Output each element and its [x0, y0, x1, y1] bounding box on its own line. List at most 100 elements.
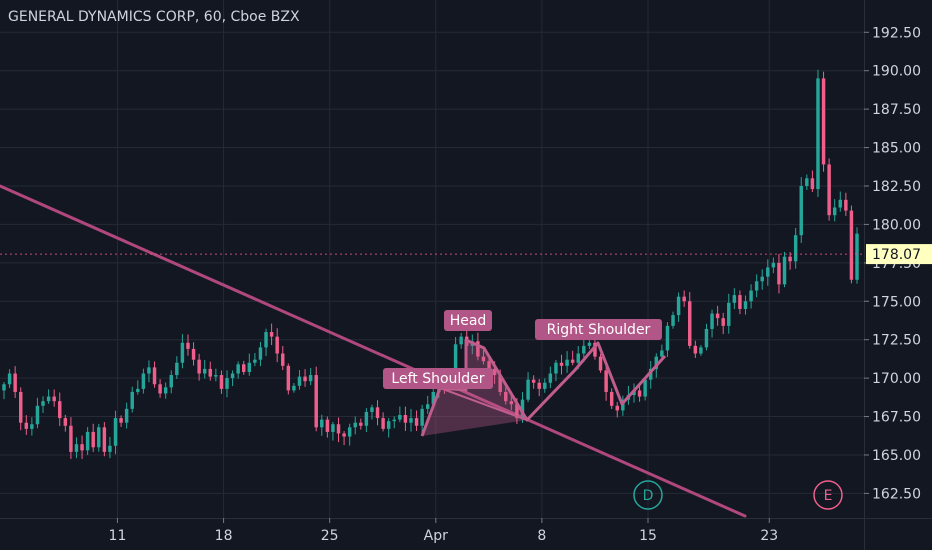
candle-body	[264, 332, 268, 348]
candle-body	[7, 373, 12, 385]
candle-body	[805, 178, 809, 186]
price-tick-label: 180.00	[872, 217, 921, 233]
candle-body	[58, 401, 62, 419]
candle-body	[844, 199, 848, 211]
candle-body	[609, 391, 614, 406]
candle-body	[102, 427, 107, 452]
time-tick-label: 23	[760, 528, 778, 544]
chart-grid	[0, 0, 864, 518]
candle-body	[643, 379, 647, 397]
dividend-badge-label[interactable]: D	[643, 488, 654, 504]
left-shoulder-label[interactable]: Left Shoulder	[391, 371, 484, 387]
candle-body	[308, 375, 313, 382]
time-axis[interactable]: 11 18 25 Apr 8 15 23	[0, 518, 932, 550]
right-shoulder-label[interactable]: Right Shoulder	[547, 322, 651, 338]
dividend-badge[interactable]	[633, 480, 663, 510]
candle-body	[766, 267, 770, 277]
candle-body	[688, 301, 692, 346]
candle-body	[208, 368, 213, 377]
candle-body	[727, 302, 731, 326]
candle-body	[119, 418, 123, 423]
candle-body	[554, 362, 558, 374]
head-and-shoulders-pattern[interactable]: Left Shoulder Head Right Shoulder	[383, 310, 667, 437]
candle-body	[175, 362, 179, 376]
candle-body	[648, 368, 653, 380]
candle-body	[459, 336, 463, 345]
candle-body	[777, 262, 781, 285]
candle-body	[453, 344, 458, 385]
candle-body	[816, 78, 820, 190]
price-tick-label: 170.00	[872, 371, 921, 387]
candle-body	[314, 375, 318, 428]
candle-body	[548, 373, 553, 383]
candle-body	[97, 427, 101, 448]
candle-body	[386, 421, 391, 429]
candle-body	[821, 78, 826, 165]
earnings-badge[interactable]	[813, 480, 843, 510]
candle-body	[788, 256, 792, 262]
candle-body	[738, 295, 742, 309]
candle-body	[141, 373, 146, 389]
pattern-neckline[interactable]	[439, 387, 528, 421]
candle-body	[85, 431, 90, 451]
candle-body	[793, 235, 798, 262]
candle-body	[671, 315, 675, 326]
candle-body	[654, 356, 659, 369]
pattern-fill-head	[466, 340, 527, 420]
candle-body	[52, 396, 56, 402]
candle-body	[710, 313, 714, 329]
candle-body	[570, 359, 575, 363]
candle-body	[197, 359, 201, 374]
earnings-badge-label[interactable]: E	[824, 488, 833, 504]
price-tick-label: 185.00	[872, 141, 921, 157]
price-tick-label: 165.00	[872, 448, 921, 464]
head-label-box[interactable]	[444, 310, 492, 331]
candle-body	[130, 391, 134, 409]
trendline[interactable]	[0, 184, 747, 518]
head-label[interactable]: Head	[450, 313, 487, 329]
price-axis[interactable]: 162.50165.00167.50170.00172.50175.00177.…	[864, 0, 932, 550]
candle-body	[370, 407, 374, 412]
candle-body	[80, 444, 84, 451]
candle-body	[715, 313, 720, 319]
candle-body	[481, 356, 486, 362]
trendline-layer[interactable]	[0, 184, 747, 518]
candle-body	[191, 348, 196, 360]
candle-body	[543, 382, 547, 389]
candle-body	[91, 431, 95, 448]
candle-body	[721, 318, 725, 326]
candle-body	[838, 199, 843, 208]
left-shoulder-label-box[interactable]	[383, 368, 493, 389]
candle-body	[565, 359, 569, 366]
right-shoulder-label-box[interactable]	[535, 319, 662, 340]
candle-body	[799, 185, 803, 236]
price-tick-label: 162.50	[872, 486, 921, 502]
candle-body	[665, 325, 670, 351]
candle-body	[487, 361, 491, 369]
candle-body	[403, 415, 408, 423]
candle-body	[359, 422, 363, 426]
candle-body	[782, 256, 787, 285]
candle-body	[320, 419, 324, 428]
chart-title: GENERAL DYNAMICS CORP, 60, Cboe BZX	[8, 9, 300, 25]
candle-body	[247, 362, 252, 372]
time-tick-label: 25	[321, 528, 339, 544]
candle-body	[230, 373, 235, 379]
candle-body	[292, 385, 296, 391]
candle-body	[375, 407, 380, 419]
candle-body	[409, 418, 413, 423]
candle-body	[74, 444, 79, 452]
candle-body	[381, 418, 385, 429]
candle-body	[275, 336, 279, 354]
candle-body	[30, 424, 34, 429]
candle-body	[331, 424, 335, 432]
candle-body	[420, 408, 424, 426]
candle-body	[41, 401, 45, 406]
price-tick-label: 190.00	[872, 64, 921, 80]
candle-body	[353, 422, 357, 428]
candle-body	[771, 262, 776, 268]
candle-body	[186, 342, 190, 349]
